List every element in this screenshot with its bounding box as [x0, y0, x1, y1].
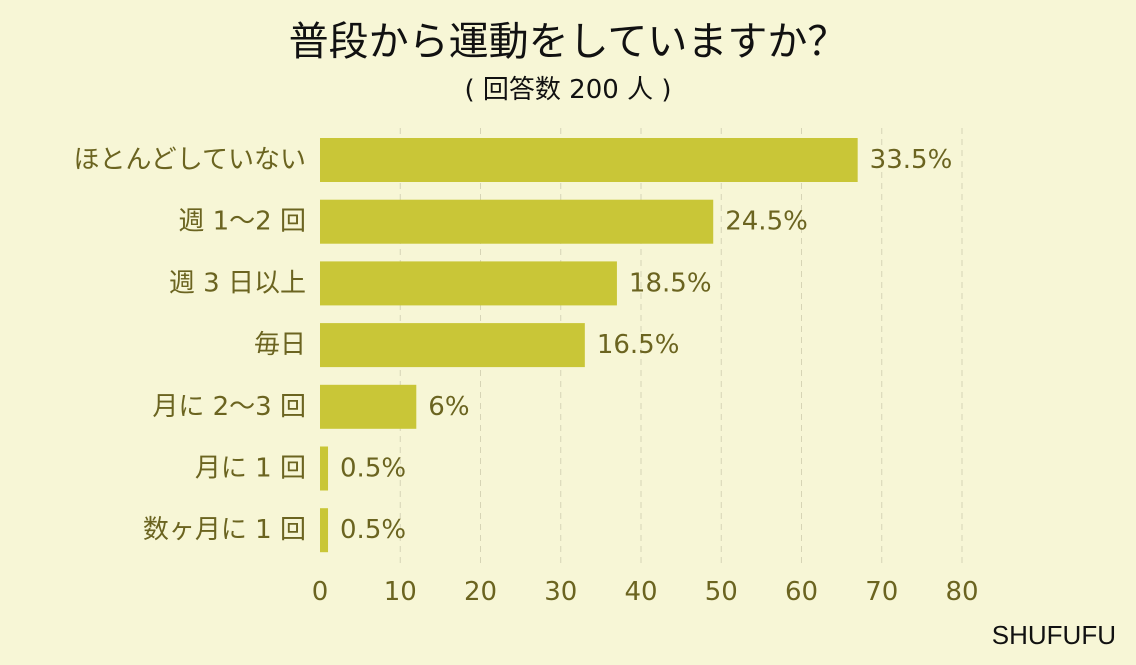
tick-label: 50 [705, 577, 738, 607]
chart-subtitle: ( 回答数 200 人 ) [464, 75, 672, 105]
tick-label: 60 [785, 577, 818, 607]
brand-logo: SHUFUFU [991, 620, 1116, 650]
bar [320, 508, 329, 553]
bar [320, 199, 714, 244]
value-label: 24.5% [725, 207, 808, 237]
category-label: 月に 2～3 回 [152, 392, 306, 422]
value-label: 16.5% [597, 330, 680, 360]
value-label: 6% [428, 392, 469, 422]
bar [320, 446, 329, 491]
bar [320, 138, 858, 182]
tick-label: 80 [945, 577, 978, 607]
tick-label: 20 [464, 577, 497, 607]
tick-label: 30 [544, 577, 577, 607]
bar [320, 261, 617, 306]
value-label: 18.5% [629, 268, 712, 298]
tick-label: 10 [384, 577, 417, 607]
tick-label: 70 [865, 577, 898, 607]
bar [320, 384, 417, 429]
tick-label: 40 [624, 577, 657, 607]
category-label: 数ヶ月に 1 回 [143, 515, 306, 545]
category-label: 週 1～2 回 [178, 207, 306, 237]
bar [320, 323, 585, 368]
chart-title: 普段から運動をしていますか？ [288, 19, 848, 65]
category-label: 週 3 日以上 [169, 268, 306, 298]
tick-label: 0 [312, 577, 329, 607]
category-label: 月に 1 回 [195, 454, 306, 484]
value-label: 33.5% [870, 145, 953, 175]
category-label: 毎日 [254, 330, 306, 360]
value-label: 0.5% [340, 454, 406, 484]
value-label: 0.5% [340, 515, 406, 545]
category-label: ほとんどしていない [74, 145, 306, 175]
